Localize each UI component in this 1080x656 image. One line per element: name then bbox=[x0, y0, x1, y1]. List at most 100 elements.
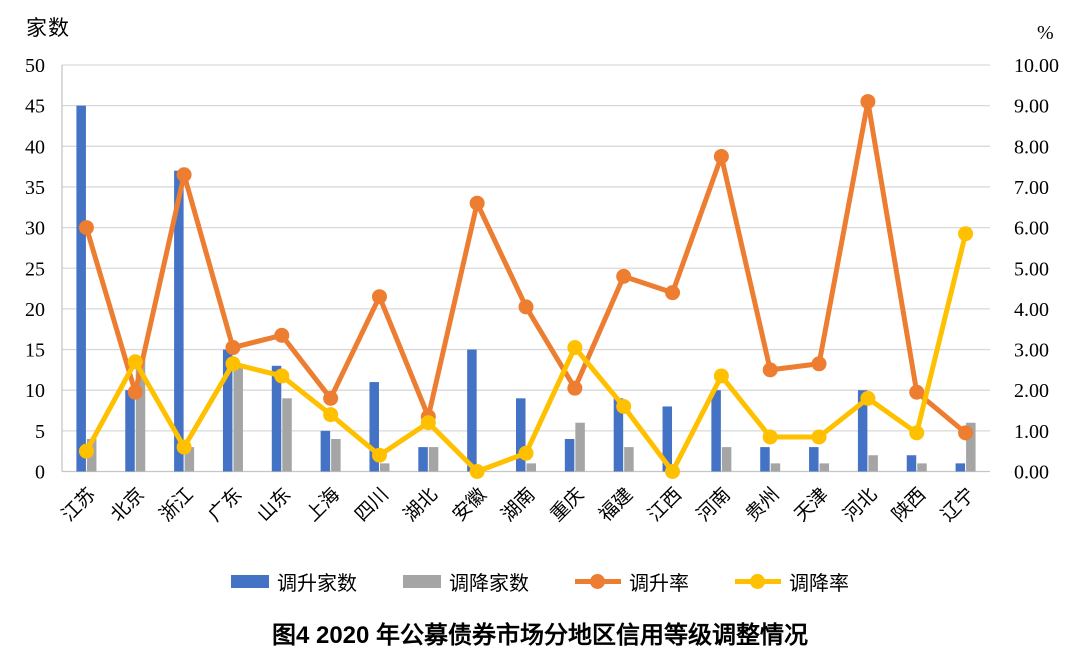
legend-item-调升率: 调升率 bbox=[575, 567, 689, 596]
upgrade-count-bar-河南 bbox=[711, 390, 721, 472]
upgrade-rate-marker-北京 bbox=[127, 384, 143, 400]
right-axis-tick: 4.00 bbox=[1014, 299, 1049, 321]
downgrade-rate-marker-北京 bbox=[127, 354, 143, 370]
downgrade-count-bar-天津 bbox=[819, 463, 830, 472]
right-axis-tick: 6.00 bbox=[1014, 218, 1049, 240]
x-axis-label-福建: 福建 bbox=[595, 483, 637, 525]
downgrade-rate-marker-江西 bbox=[665, 464, 681, 479]
left-axis-tick: 5 bbox=[35, 421, 45, 443]
legend-bar-swatch bbox=[403, 575, 441, 588]
x-axis-label-天津: 天津 bbox=[790, 483, 832, 525]
downgrade-count-bar-辽宁 bbox=[966, 422, 976, 472]
upgrade-rate-marker-河北 bbox=[860, 94, 876, 110]
x-axis-label-广东: 广东 bbox=[204, 483, 246, 525]
x-axis-label-山东: 山东 bbox=[253, 483, 295, 525]
downgrade-rate-marker-安徽 bbox=[469, 464, 485, 479]
upgrade-rate-line bbox=[83, 99, 969, 436]
downgrade-count-bar-河南 bbox=[721, 447, 732, 472]
upgrade-rate-marker-浙江 bbox=[176, 167, 192, 183]
downgrade-count-bar-广东 bbox=[233, 365, 243, 472]
downgrade-rate-marker-重庆 bbox=[567, 340, 583, 356]
x-axis-label-湖北: 湖北 bbox=[399, 483, 441, 525]
downgrade-rate-marker-贵州 bbox=[762, 429, 778, 445]
legend-line-swatch bbox=[575, 574, 621, 590]
legend-bar-swatch bbox=[231, 575, 269, 588]
downgrade-rate-marker-广东 bbox=[225, 356, 241, 372]
x-axis-label-四川: 四川 bbox=[351, 484, 393, 526]
x-axis-label-上海: 上海 bbox=[302, 483, 344, 525]
downgrade-count-bar-福建 bbox=[624, 447, 634, 472]
downgrade-rate-marker-天津 bbox=[811, 429, 827, 445]
downgrade-count-bar-上海 bbox=[331, 438, 341, 472]
chart-title: 图4 2020 年公募债券市场分地区信用等级调整情况 bbox=[271, 622, 809, 649]
downgrade-count-bar-北京 bbox=[135, 357, 146, 472]
downgrade-count-bar-重庆 bbox=[575, 422, 585, 472]
x-axis-label-陕西: 陕西 bbox=[888, 483, 930, 525]
x-axis-label-江苏: 江苏 bbox=[58, 483, 100, 525]
upgrade-count-bar-陕西 bbox=[906, 455, 917, 472]
upgrade-count-bar-湖北 bbox=[418, 447, 428, 472]
combo-chart-canvas: 0 5 10 15 20 25 30 35 40 45 50 0.00 1.00 2.00 3.00 4.00… bbox=[25, 55, 1059, 526]
downgrade-rate-marker-河南 bbox=[713, 368, 729, 384]
downgrade-rate-marker-陕西 bbox=[909, 425, 925, 441]
left-axis-tick: 0 bbox=[35, 462, 45, 484]
downgrade-rate-marker-江苏 bbox=[78, 443, 94, 459]
legend-item-调降家数: 调降家数 bbox=[403, 567, 529, 596]
x-axis-label-江西: 江西 bbox=[644, 483, 686, 525]
downgrade-rate-marker-河北 bbox=[860, 390, 876, 406]
right-axis-tick: 2.00 bbox=[1014, 380, 1049, 402]
upgrade-rate-marker-四川 bbox=[371, 289, 387, 305]
upgrade-count-bar-浙江 bbox=[174, 170, 184, 472]
upgrade-count-bar-江西 bbox=[662, 406, 673, 472]
downgrade-count-bar-河北 bbox=[868, 455, 878, 472]
upgrade-count-bar-贵州 bbox=[760, 447, 770, 472]
x-axis-label-河北: 河北 bbox=[839, 483, 881, 525]
downgrade-rate-marker-湖北 bbox=[420, 415, 436, 431]
legend-line-swatch bbox=[735, 574, 781, 590]
downgrade-rate-line bbox=[83, 231, 969, 474]
downgrade-rate-marker-上海 bbox=[323, 407, 339, 423]
upgrade-rate-marker-贵州 bbox=[762, 362, 778, 378]
left-axis-tick: 10 bbox=[25, 380, 45, 402]
legend-marker-dot bbox=[750, 574, 765, 589]
downgrade-count-bar-四川 bbox=[379, 463, 390, 472]
left-axis-tick: 35 bbox=[25, 177, 45, 199]
left-axis-tick: 40 bbox=[25, 136, 45, 158]
upgrade-rate-marker-山东 bbox=[274, 327, 290, 343]
left-axis-tick: 45 bbox=[25, 96, 45, 118]
downgrade-rate-marker-湖南 bbox=[518, 445, 534, 461]
x-axis-label-重庆: 重庆 bbox=[546, 483, 588, 525]
upgrade-rate-marker-辽宁 bbox=[958, 425, 974, 441]
upgrade-count-bar-北京 bbox=[125, 390, 135, 472]
upgrade-count-bar-重庆 bbox=[564, 438, 575, 472]
x-axis-label-辽宁: 辽宁 bbox=[937, 483, 979, 525]
x-axis-label-北京: 北京 bbox=[106, 483, 148, 525]
x-axis-label-河南: 河南 bbox=[692, 483, 734, 525]
left-axis-tick: 30 bbox=[25, 218, 45, 240]
upgrade-count-bar-江苏 bbox=[76, 105, 86, 472]
downgrade-rate-marker-福建 bbox=[616, 398, 632, 414]
legend-item-调升家数: 调升家数 bbox=[231, 567, 357, 596]
upgrade-rate-marker-江苏 bbox=[78, 220, 94, 236]
upgrade-rate-marker-广东 bbox=[225, 340, 241, 356]
left-axis-tick: 50 bbox=[25, 55, 45, 77]
upgrade-count-bar-天津 bbox=[809, 447, 819, 472]
left-axis-tick: 15 bbox=[25, 340, 45, 362]
chart-legend: 调升家数 调降家数 调升率 调降率 bbox=[0, 567, 1080, 596]
downgrade-count-bar-陕西 bbox=[917, 463, 927, 472]
downgrade-count-bar-贵州 bbox=[770, 463, 781, 472]
upgrade-rate-marker-天津 bbox=[811, 356, 827, 372]
downgrade-rate-marker-四川 bbox=[371, 447, 387, 463]
upgrade-count-bar-广东 bbox=[222, 349, 233, 472]
upgrade-rate-marker-上海 bbox=[323, 390, 339, 406]
upgrade-count-bar-上海 bbox=[320, 430, 331, 472]
upgrade-count-bar-四川 bbox=[369, 382, 379, 472]
x-axis-label-浙江: 浙江 bbox=[155, 483, 197, 525]
upgrade-rate-marker-安徽 bbox=[469, 195, 485, 211]
upgrade-count-bar-安徽 bbox=[467, 349, 477, 472]
upgrade-rate-marker-江西 bbox=[665, 285, 681, 301]
upgrade-count-bar-辽宁 bbox=[955, 463, 966, 472]
right-axis-tick: 1.00 bbox=[1014, 421, 1049, 443]
right-axis-tick: 8.00 bbox=[1014, 136, 1049, 158]
legend-label: 调升率 bbox=[629, 573, 689, 595]
